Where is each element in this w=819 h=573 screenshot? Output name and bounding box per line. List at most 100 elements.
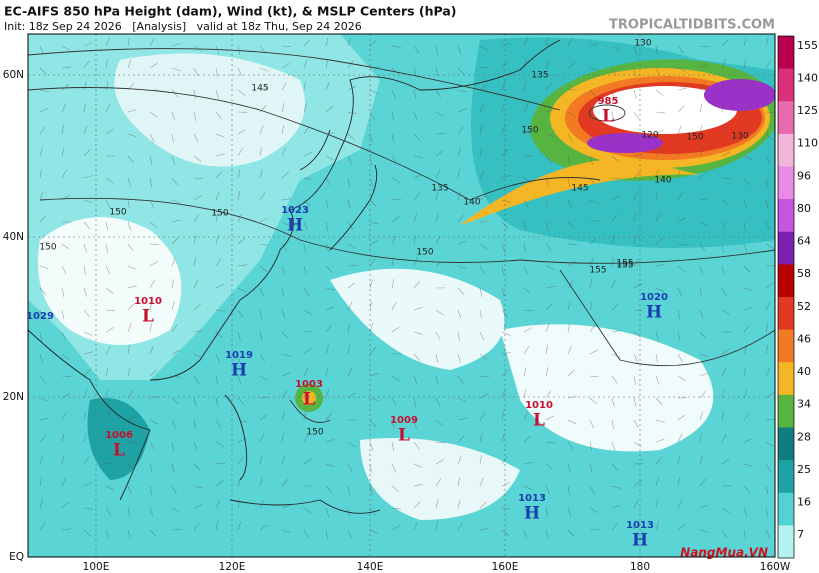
- wind-barb: [83, 149, 91, 157]
- wind-barb: [611, 504, 621, 509]
- wind-barb: [105, 265, 111, 275]
- wind-barb: [435, 375, 439, 385]
- wind-barb: [655, 169, 659, 179]
- wind-barb: [61, 412, 67, 421]
- wind-barb: [259, 455, 263, 465]
- wind-barb: [633, 111, 640, 120]
- wind-barb: [655, 419, 665, 423]
- wind-barb: [611, 111, 615, 121]
- wind-barb: [413, 441, 420, 450]
- wind-barb: [655, 89, 664, 96]
- wind-barb: [677, 455, 681, 465]
- wind-barb: [61, 147, 65, 157]
- wind-barb: [391, 441, 395, 451]
- wind-barb: [303, 151, 313, 157]
- wind-barb: [127, 507, 130, 517]
- wind-barb: [325, 367, 328, 377]
- wind-barb: [83, 199, 93, 204]
- wind-barb: [655, 353, 658, 363]
- pressure-value: 1020: [640, 292, 668, 303]
- wind-barb: [501, 287, 505, 297]
- wind-barb: [765, 60, 772, 69]
- wind-barb: [127, 323, 132, 333]
- wind-barb: [655, 456, 662, 465]
- contour-label: 150: [521, 126, 538, 136]
- wind-barb: [39, 455, 44, 465]
- colorbar-swatch: [778, 394, 794, 428]
- wind-barb: [325, 389, 330, 399]
- wind-barb: [259, 169, 263, 179]
- wind-barb: [611, 397, 615, 407]
- wind-barb: [83, 507, 93, 510]
- wind-barb: [633, 67, 636, 77]
- center-letter: L: [142, 307, 154, 327]
- colorbar-label: 25: [797, 463, 811, 476]
- wind-barb: [105, 327, 114, 333]
- wind-barb: [545, 463, 554, 471]
- wind-barb: [655, 45, 659, 55]
- wind-barb: [259, 105, 267, 113]
- wind-barb: [149, 280, 155, 289]
- wind-barb: [677, 414, 686, 421]
- wind-barb: [325, 155, 335, 161]
- wind-barb: [589, 199, 599, 204]
- wind-barb: [545, 485, 550, 495]
- wind-barb: [765, 243, 774, 250]
- wind-barb: [303, 458, 312, 465]
- contour-label: 135: [531, 71, 548, 81]
- wind-barb: [171, 257, 176, 267]
- wind-barb: [523, 128, 532, 135]
- wind-barb: [259, 414, 268, 421]
- wind-barb: [479, 194, 488, 201]
- wind-barb: [237, 456, 244, 465]
- wind-barb: [171, 507, 180, 513]
- wind-barb: [369, 155, 372, 165]
- wind-barb: [325, 243, 330, 253]
- wind-barb: [61, 169, 67, 179]
- wind-barb: [127, 303, 135, 311]
- wind-barb: [193, 419, 196, 429]
- wind-barb: [743, 389, 747, 399]
- wind-barb: [567, 37, 573, 47]
- wind-barb: [237, 309, 244, 318]
- wind-barb: [699, 82, 706, 91]
- wind-barb: [589, 67, 599, 71]
- wind-barb: [149, 301, 153, 311]
- wind-barb: [237, 521, 242, 531]
- wind-barb: [83, 456, 90, 465]
- wind-barb: [633, 309, 643, 312]
- wind-barb: [677, 477, 681, 487]
- wind-barb: [61, 103, 66, 113]
- wind-barb: [171, 279, 174, 289]
- colorbar-label: 96: [797, 169, 811, 182]
- wind-barb: [501, 481, 511, 487]
- colorbar-swatch: [778, 199, 794, 233]
- wind-barb: [743, 243, 748, 253]
- wind-barb: [149, 345, 154, 355]
- wind-barb: [743, 324, 750, 333]
- wind-barb: [83, 60, 90, 69]
- wind-barb: [677, 375, 686, 382]
- wind-barb: [347, 60, 354, 69]
- wind-barb: [149, 177, 153, 187]
- wind-barb: [347, 463, 353, 473]
- wind-barb: [765, 463, 771, 472]
- wind-barb: [765, 85, 775, 91]
- wind-barb: [589, 485, 595, 494]
- wind-barb: [545, 155, 553, 163]
- wind-barb: [699, 411, 704, 421]
- wind-barb: [303, 103, 307, 113]
- wind-barb: [347, 265, 357, 267]
- wind-barb: [721, 59, 726, 69]
- wind-barb: [303, 177, 313, 180]
- wind-barb: [127, 83, 135, 91]
- lon-label: 120E: [219, 561, 246, 573]
- lat-label: 20N: [3, 391, 24, 403]
- wind-barb: [259, 87, 269, 91]
- wind-barb: [259, 265, 267, 273]
- wind-barb: [589, 301, 593, 311]
- wind-barb: [391, 235, 397, 245]
- wind-barb: [325, 177, 332, 186]
- wind-barb: [545, 441, 555, 444]
- wind-barb: [479, 528, 489, 531]
